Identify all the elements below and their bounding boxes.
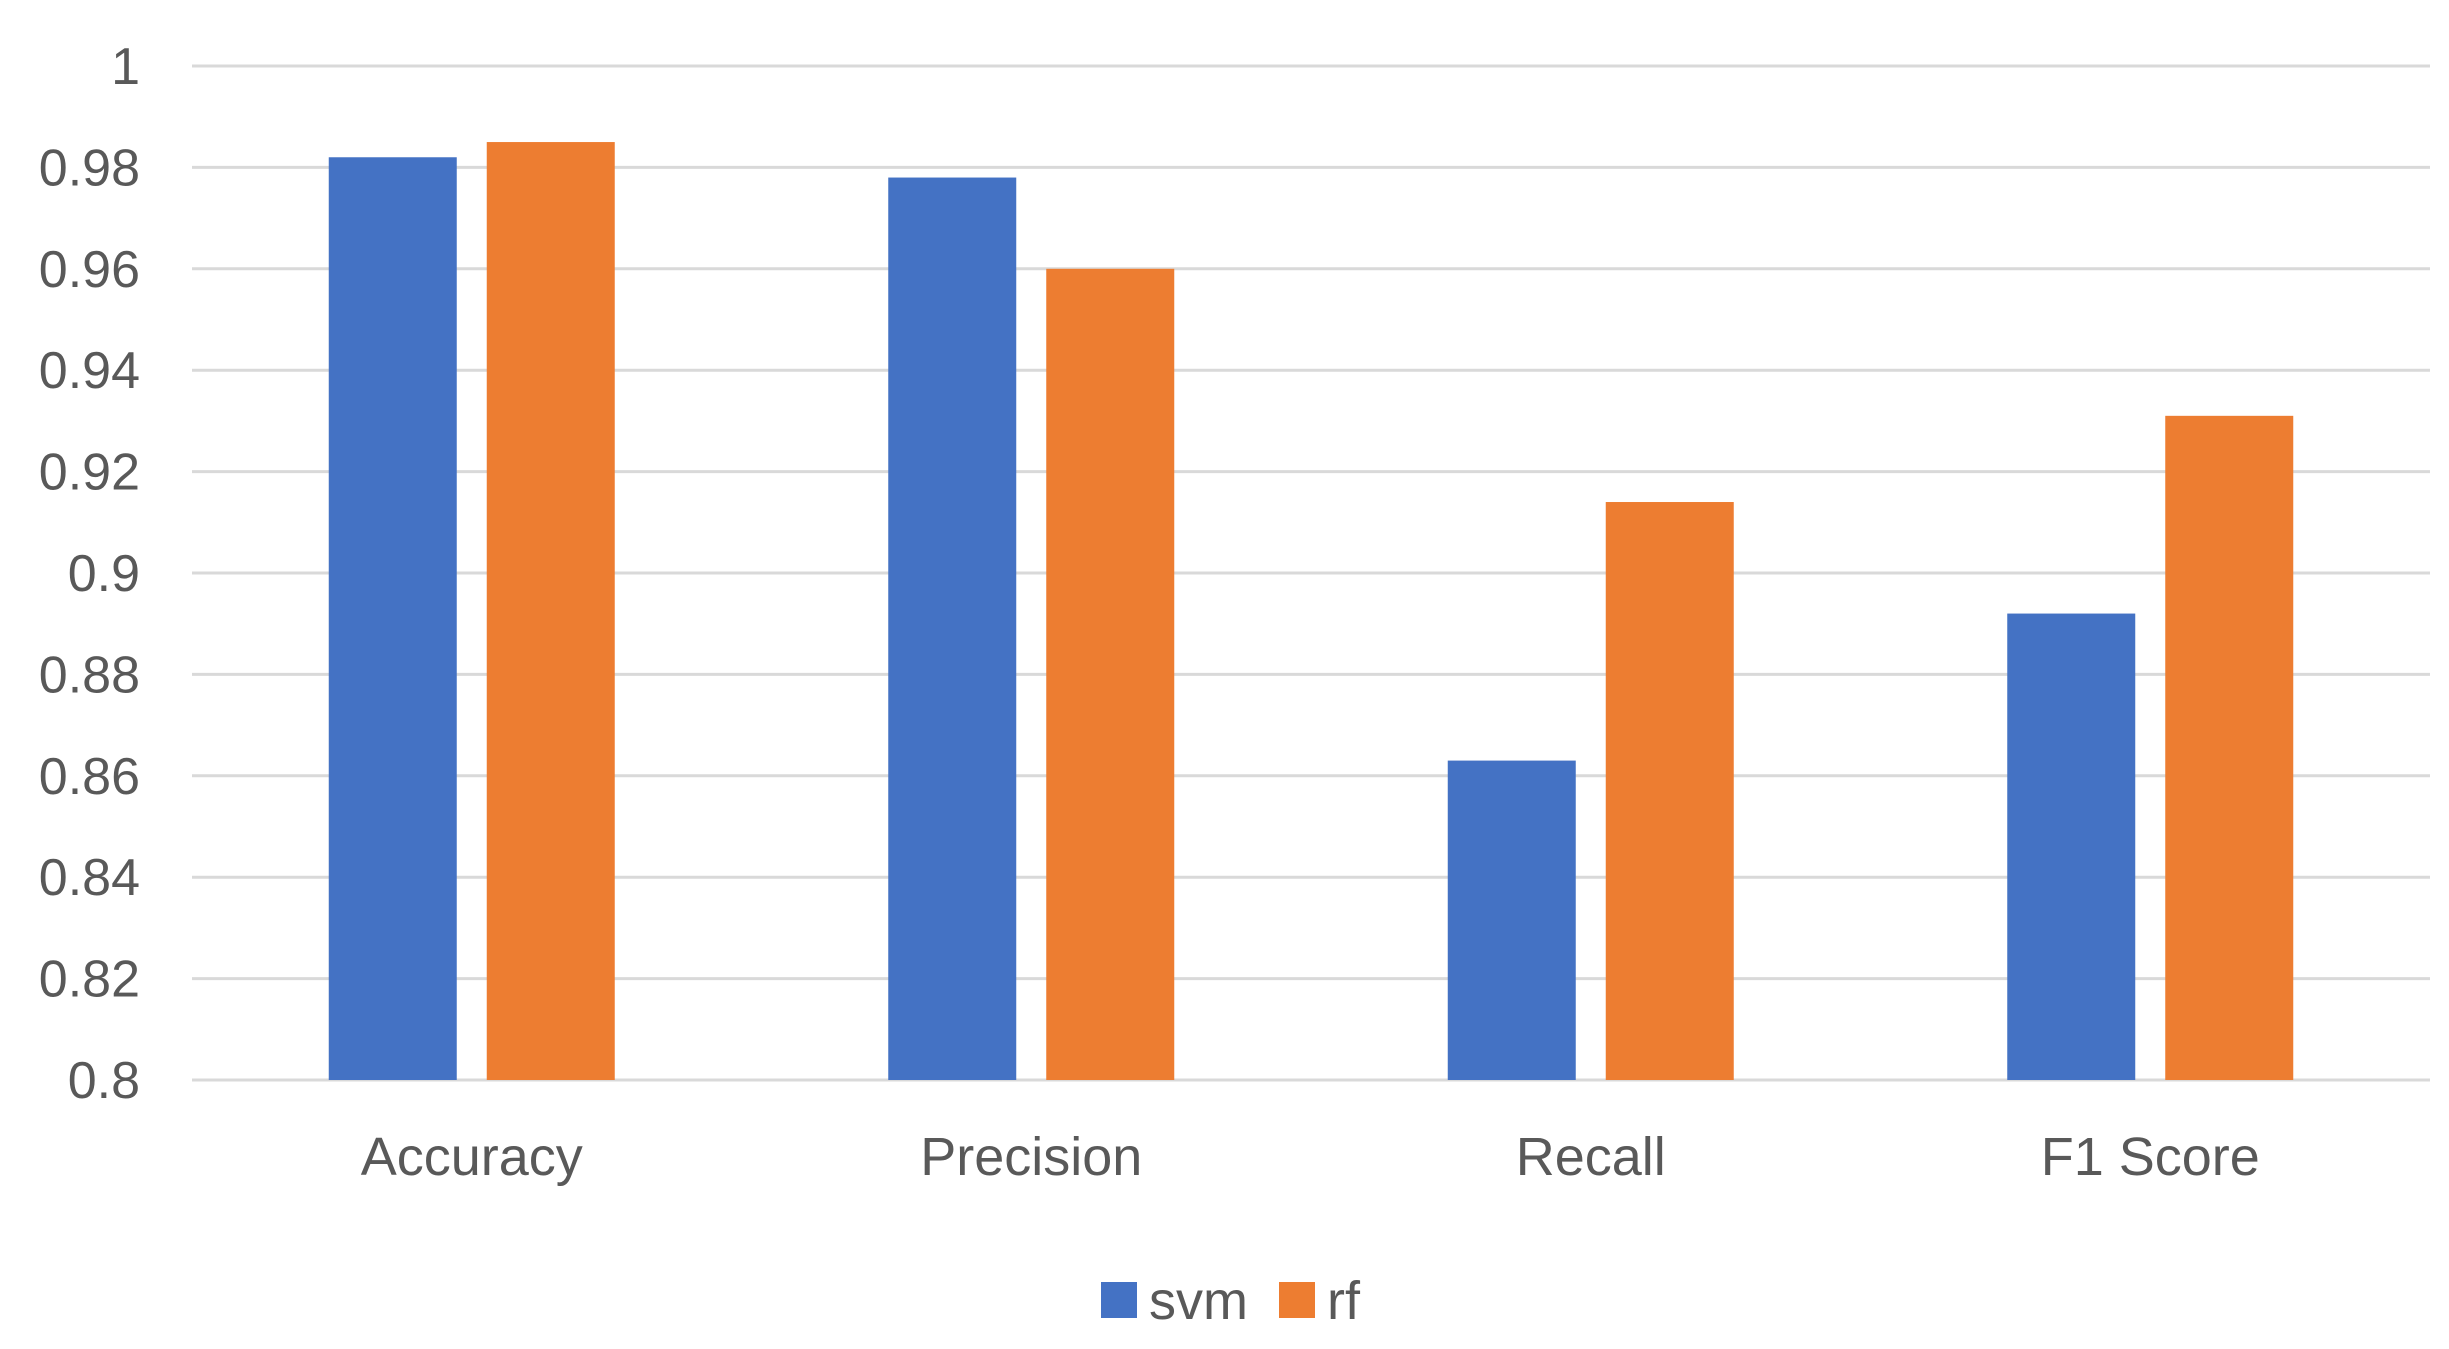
y-tick-label: 0.96 (39, 241, 140, 299)
bar-svm-accuracy (328, 157, 457, 1080)
y-tick-label: 0.84 (39, 849, 140, 907)
y-tick-label: 0.8 (68, 1052, 140, 1110)
x-category-label: F1 Score (2041, 1127, 2260, 1187)
bars (328, 142, 2294, 1081)
x-category-label: Accuracy (361, 1127, 583, 1187)
bar-rf-precision (1046, 268, 1175, 1080)
y-tick-label: 0.86 (39, 748, 140, 806)
y-tick-label: 1 (111, 38, 140, 96)
y-tick-label: 0.98 (39, 139, 140, 197)
x-category-label: Precision (920, 1127, 1142, 1187)
bar-rf-recall (1605, 502, 1734, 1080)
y-tick-label: 0.9 (68, 545, 140, 603)
y-tick-label: 0.88 (39, 646, 140, 704)
bar-svm-f1-score (2007, 613, 2136, 1080)
legend-label-svm: svm (1149, 1271, 1248, 1331)
y-tick-label: 0.94 (39, 342, 140, 400)
bar-rf-accuracy (486, 142, 615, 1081)
y-tick-label: 0.82 (39, 951, 140, 1009)
legend-swatch-rf (1279, 1282, 1315, 1318)
x-axis-category-labels: Accuracy Precision Recall F1 Score (361, 1127, 2260, 1187)
bar-svm-recall (1447, 760, 1576, 1080)
x-category-label: Recall (1516, 1127, 1666, 1187)
legend-label-rf: rf (1327, 1271, 1361, 1331)
bar-svm-precision (888, 177, 1017, 1081)
y-axis-tick-labels: 0.8 0.82 0.84 0.86 0.88 0.9 0.92 0.94 0.96 0.98 1 (39, 38, 140, 1110)
bar-rf-f1-score (2165, 415, 2294, 1081)
legend-swatch-svm (1101, 1282, 1137, 1318)
legend: svm rf (1101, 1271, 1361, 1331)
y-tick-label: 0.92 (39, 444, 140, 502)
